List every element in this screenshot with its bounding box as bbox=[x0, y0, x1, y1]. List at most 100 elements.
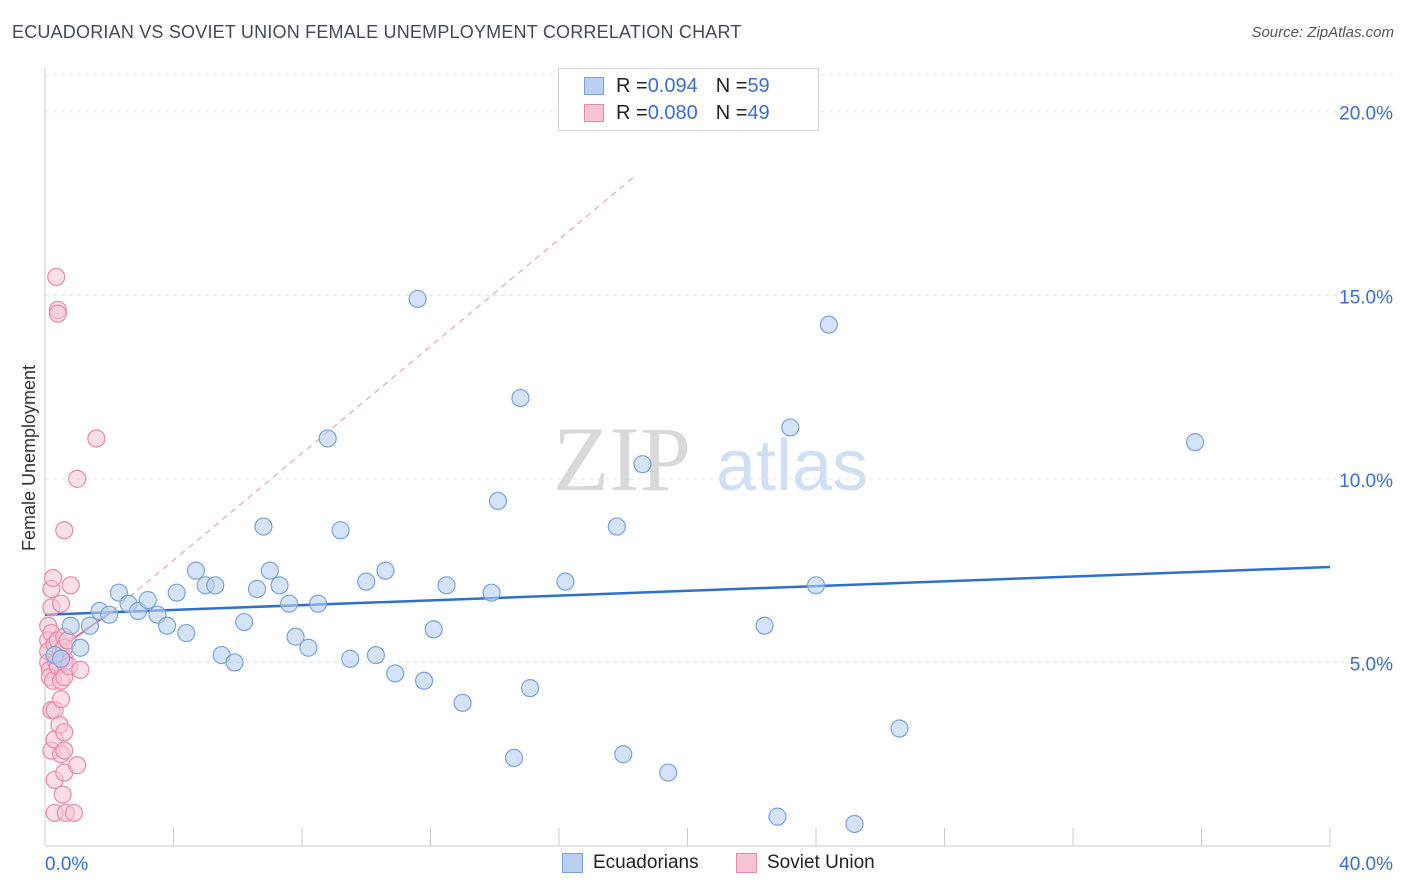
correlation-legend: R = 0.094 N = 59 R = 0.080 N = 49 bbox=[558, 68, 819, 131]
legend-swatch-pink bbox=[584, 104, 604, 122]
legend-r-label: R = bbox=[616, 74, 648, 97]
y-tick-label: 10.0% bbox=[1339, 471, 1393, 492]
ecuadorians-point bbox=[100, 605, 119, 624]
ecuadorians-point bbox=[424, 620, 443, 639]
ecuadorians-point bbox=[453, 693, 472, 712]
soviet-union-point bbox=[51, 690, 71, 709]
x-tick-label: 40.0% bbox=[1339, 854, 1393, 875]
ecuadorians-point bbox=[768, 807, 787, 826]
ecuadorians-point bbox=[299, 638, 318, 657]
ecuadorians-point bbox=[280, 594, 299, 613]
ecuadorians-point bbox=[260, 561, 279, 580]
legend-row-ecuadorians: R = 0.094 N = 59 bbox=[584, 74, 770, 98]
y-tick-label: 15.0% bbox=[1339, 287, 1393, 308]
soviet-union-trend-extension bbox=[112, 177, 634, 612]
ecuadorians-point bbox=[318, 429, 337, 448]
legend-row-soviet-union: R = 0.080 N = 49 bbox=[584, 101, 770, 125]
ecuadorians-point bbox=[308, 594, 328, 613]
ecuadorians-point bbox=[614, 745, 633, 764]
series-swatch-pink bbox=[736, 853, 757, 873]
chart-title: ECUADORIAN VS SOVIET UNION FEMALE UNEMPL… bbox=[12, 22, 742, 42]
soviet-union-point bbox=[51, 594, 71, 613]
ecuadorians-points bbox=[45, 289, 1205, 834]
ecuadorians-point bbox=[61, 616, 80, 635]
legend-r-label: R = bbox=[616, 101, 648, 124]
soviet-union-point bbox=[55, 741, 74, 760]
ecuadorians-point bbox=[341, 649, 360, 668]
legend-n-label: N = bbox=[715, 74, 748, 97]
ecuadorians-point bbox=[270, 576, 289, 595]
ecuadorians-point bbox=[366, 645, 385, 665]
soviet-union-point bbox=[87, 429, 106, 448]
ecuadorians-point bbox=[206, 576, 225, 595]
ecuadorians-point bbox=[286, 627, 305, 646]
legend-n-value: 49 bbox=[747, 101, 770, 124]
ecuadorians-point bbox=[607, 517, 626, 536]
y-tick-label: 5.0% bbox=[1350, 654, 1393, 675]
ecuadorians-point bbox=[357, 572, 376, 591]
legend-n-value: 59 bbox=[747, 74, 770, 97]
soviet-union-point bbox=[48, 304, 67, 323]
ecuadorians-point bbox=[71, 638, 90, 657]
ecuadorians-point bbox=[376, 561, 395, 580]
series-swatch-blue bbox=[562, 853, 583, 873]
ecuadorians-point bbox=[51, 649, 71, 668]
grid-lines bbox=[45, 74, 1395, 663]
ecuadorians-point bbox=[235, 612, 254, 632]
legend-r-value: 0.094 bbox=[647, 74, 698, 97]
legend-r-value: 0.080 bbox=[647, 101, 698, 124]
legend-swatch-blue bbox=[584, 77, 604, 95]
ecuadorians-point bbox=[1185, 433, 1205, 452]
soviet-union-point bbox=[43, 568, 63, 588]
ecuadorians-point bbox=[408, 289, 427, 309]
ecuadorians-point bbox=[186, 561, 206, 580]
ecuadorians-point bbox=[331, 521, 350, 540]
soviet-union-point bbox=[71, 660, 90, 679]
y-tick-label: 20.0% bbox=[1339, 104, 1393, 125]
ecuadorians-point bbox=[225, 653, 244, 672]
source-label: Source: ZipAtlas.com bbox=[1251, 24, 1394, 41]
ecuadorians-trend-line bbox=[44, 565, 1331, 616]
ecuadorians-point bbox=[781, 418, 800, 437]
ecuadorians-point bbox=[755, 616, 774, 635]
tick-labels: 5.0% 10.0% 15.0% 20.0% 0.0% 40.0% bbox=[45, 104, 1393, 875]
ecuadorians-point bbox=[504, 748, 524, 767]
soviet-union-point bbox=[64, 803, 84, 823]
ecuadorians-point bbox=[520, 679, 540, 698]
soviet-union-point bbox=[47, 267, 66, 287]
ecuadorians-point bbox=[177, 623, 196, 643]
ecuadorians-point bbox=[254, 517, 273, 536]
axes bbox=[44, 68, 1331, 847]
ecuadorians-point bbox=[806, 576, 826, 595]
ecuadorians-point bbox=[414, 671, 434, 690]
ecuadorians-point bbox=[167, 583, 186, 602]
soviet-union-points bbox=[39, 267, 106, 823]
soviet-union-point bbox=[68, 469, 87, 488]
soviet-union-point bbox=[61, 576, 80, 595]
soviet-union-point bbox=[53, 785, 72, 804]
ecuadorians-point bbox=[556, 572, 575, 591]
ecuadorians-point bbox=[845, 814, 864, 834]
ecuadorians-point bbox=[138, 590, 157, 610]
legend-n-label: N = bbox=[715, 101, 748, 124]
ecuadorians-point bbox=[247, 579, 267, 599]
watermark-zip: ZIP bbox=[553, 408, 691, 510]
ecuadorians-point bbox=[890, 719, 909, 738]
y-axis-label: Female Unemployment bbox=[19, 365, 39, 551]
ecuadorians-point bbox=[488, 491, 508, 510]
ecuadorians-point bbox=[386, 664, 405, 683]
x-tick-label: 0.0% bbox=[45, 854, 88, 875]
ecuadorians-point bbox=[819, 315, 838, 334]
ecuadorians-point bbox=[80, 616, 100, 635]
ecuadorians-point bbox=[482, 583, 501, 602]
ecuadorians-point bbox=[437, 576, 456, 595]
ecuadorians-point bbox=[633, 455, 652, 474]
ecuadorians-point bbox=[511, 388, 530, 408]
series-legend-ecuadorians: Ecuadorians bbox=[562, 852, 699, 874]
ecuadorians-point bbox=[659, 763, 678, 782]
series-legend-soviet-union: Soviet Union bbox=[736, 852, 875, 874]
watermark-atlas: atlas bbox=[716, 426, 868, 506]
series-label-ecuadorians: Ecuadorians bbox=[593, 852, 699, 873]
soviet-union-point bbox=[55, 723, 74, 742]
